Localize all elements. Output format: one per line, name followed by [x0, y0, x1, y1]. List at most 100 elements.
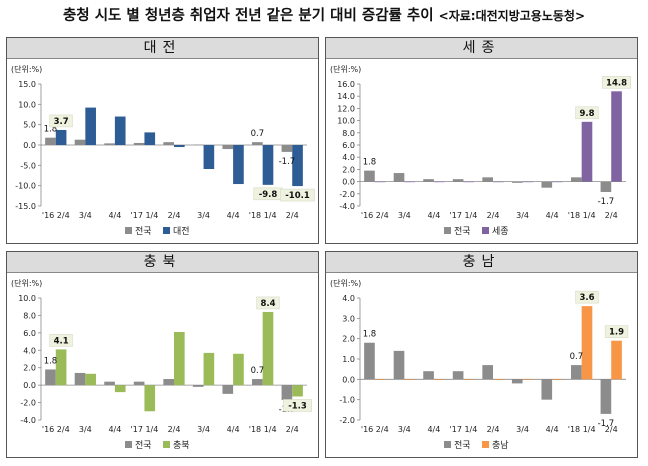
- x-tick-label: '18 1/4: [249, 211, 277, 220]
- x-tick-label: '16 2/4: [361, 211, 389, 220]
- y-tick-label: 16.0: [337, 80, 355, 89]
- data-label: 8.4: [260, 299, 275, 309]
- x-tick-label: 4/4: [546, 211, 559, 220]
- bar-national: [281, 145, 293, 152]
- legend-swatch: [163, 441, 170, 448]
- bar-national: [482, 365, 493, 380]
- data-label: -1.7: [279, 157, 296, 167]
- bar-region: [85, 373, 96, 386]
- unit-label: (단위:%): [11, 278, 42, 288]
- bar-national: [571, 365, 582, 380]
- bar-national: [423, 179, 434, 182]
- bar-national: [163, 142, 174, 145]
- y-tick-label: 10.0: [18, 100, 36, 109]
- data-label: 1.8: [363, 330, 377, 340]
- bar-region: [433, 181, 445, 183]
- x-tick-label: 4/4: [546, 425, 559, 434]
- y-tick-label: 2.0: [23, 364, 36, 373]
- legend-label: 전국: [454, 440, 471, 451]
- chart-panel-daejeon: 대전 (단위:%) -15.0 -10.0 -5.0 0.0 5.0 10.0 15.0 '16…: [6, 37, 319, 244]
- bar-national: [74, 372, 86, 386]
- bar-national: [45, 137, 56, 145]
- y-tick-label: 4.0: [342, 153, 355, 162]
- y-tick-label: 3.0: [342, 314, 355, 323]
- bar-region: [404, 379, 415, 380]
- legend-label: 전국: [135, 440, 152, 451]
- y-tick-label: 0.0: [342, 178, 355, 187]
- bar-region: [433, 379, 445, 380]
- y-tick-label: -4.0: [339, 202, 355, 211]
- data-label: 3.7: [54, 117, 69, 127]
- x-tick-label: 2/4: [487, 425, 500, 434]
- data-label: 1.8: [44, 356, 58, 366]
- y-tick-label: 10.0: [337, 117, 355, 126]
- panel-title: 세종: [326, 38, 637, 59]
- legend-label: 세종: [492, 226, 509, 237]
- data-label-box: [256, 296, 280, 310]
- y-tick-label: 2.0: [342, 165, 355, 174]
- data-label: 1.9: [609, 328, 624, 338]
- bar-national: [104, 381, 115, 386]
- x-tick-label: 2/4: [286, 211, 299, 220]
- x-tick-label: 2/4: [286, 425, 299, 434]
- data-label: 0.7: [570, 352, 584, 362]
- x-tick-label: '18 1/4: [568, 211, 596, 220]
- bar-national: [192, 144, 204, 146]
- data-label: 1.8: [44, 125, 58, 135]
- x-tick-label: 4/4: [427, 425, 440, 434]
- bar-region: [552, 379, 563, 380]
- legend-label: 대전: [173, 226, 190, 237]
- x-tick-label: '17 1/4: [131, 211, 159, 220]
- x-tick-label: 2/4: [168, 425, 181, 434]
- bar-region: [55, 129, 67, 145]
- chart-svg: (단위:%) -15.0 -10.0 -5.0 0.0 5.0 10.0 15.0 '16 2/…: [11, 64, 315, 237]
- source-note: <자료:대전지방고용노동청>: [438, 9, 586, 23]
- bar-region: [144, 385, 156, 412]
- legend-label: 충남: [492, 440, 509, 451]
- data-label-box: [604, 325, 629, 338]
- unit-label: (단위:%): [330, 64, 361, 74]
- bar-region: [463, 379, 475, 380]
- data-label-box: [602, 76, 631, 89]
- bar-national: [423, 371, 434, 380]
- bar-national: [192, 385, 204, 387]
- bar-national: [74, 139, 86, 145]
- bar-region: [114, 116, 126, 145]
- data-label-box: [283, 399, 312, 412]
- chart-svg: (단위:%) -4.0 -2.0 0.0 2.0 4.0 6.0 8.0 10.0 '16 2/4…: [11, 278, 312, 451]
- data-label: -10.1: [285, 191, 310, 201]
- chart-panel-chungnam: 충남 (단위:%) -2.0 -1.0 0.0 1.0 2.0 3.0 4.0 '16 2/4 3…: [325, 251, 638, 458]
- bar-national: [571, 177, 582, 182]
- x-tick-label: '18 1/4: [249, 425, 277, 434]
- data-label-box: [575, 290, 599, 304]
- bar-national: [133, 142, 145, 145]
- x-tick-label: 3/4: [398, 425, 411, 434]
- x-tick-label: '18 1/4: [568, 425, 596, 434]
- legend-swatch: [444, 441, 451, 448]
- title-text: 충청 시도 별 청년층 취업자 전년 같은 분기 대비 증감률 추이: [62, 8, 434, 24]
- legend-label: 전국: [135, 226, 152, 237]
- data-label: 0.7: [251, 129, 265, 139]
- x-tick-label: 2/4: [605, 211, 618, 220]
- bar-national: [393, 350, 405, 380]
- bar-national: [252, 142, 263, 145]
- x-tick-label: 3/4: [197, 425, 210, 434]
- y-tick-label: -2.0: [339, 416, 355, 425]
- x-tick-label: 4/4: [108, 211, 121, 220]
- data-label-box: [49, 114, 73, 128]
- y-tick-label: 0.0: [23, 381, 36, 390]
- bar-region: [262, 311, 274, 386]
- y-tick-label: 14.0: [337, 92, 355, 101]
- bar-region: [552, 181, 563, 183]
- y-tick-label: 8.0: [23, 311, 36, 320]
- legend-swatch: [163, 227, 170, 234]
- bar-national: [281, 385, 293, 400]
- x-tick-label: '17 1/4: [131, 425, 159, 434]
- panel-title: 충북: [7, 252, 318, 273]
- y-tick-label: 12.0: [337, 104, 355, 113]
- bar-national: [364, 170, 375, 182]
- x-tick-label: 4/4: [227, 211, 240, 220]
- bar-national: [541, 379, 553, 400]
- bar-national: [222, 385, 234, 394]
- bar-region: [174, 145, 185, 148]
